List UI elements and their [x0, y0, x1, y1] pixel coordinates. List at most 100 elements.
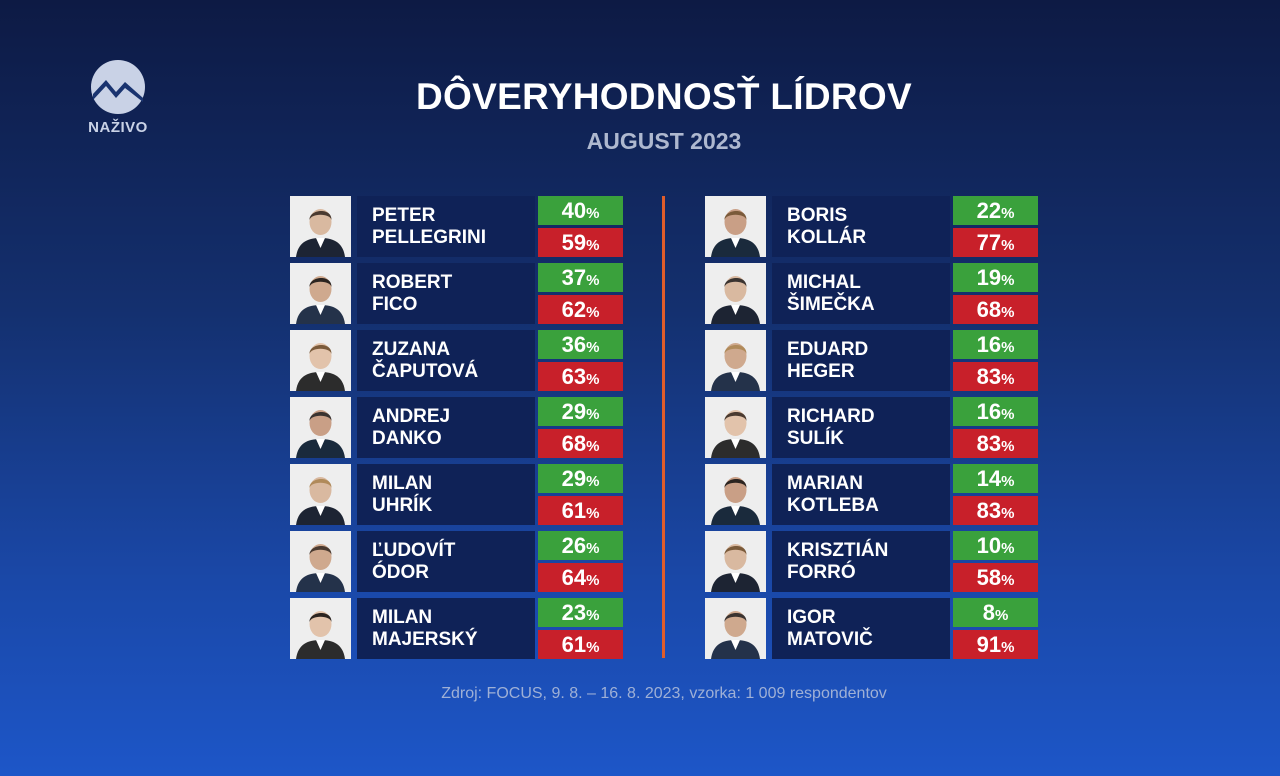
leader-name: ANDREJ DANKO — [372, 406, 450, 450]
trust-value-unit: % — [586, 540, 600, 557]
portrait-icon — [290, 464, 351, 525]
leader-row: ZUZANA ČAPUTOVÁ 36% 63% — [290, 330, 623, 391]
portrait-icon — [290, 397, 351, 458]
distrust-value: 91% — [953, 630, 1038, 659]
trust-value-unit: % — [586, 406, 600, 423]
distrust-value: 83% — [953, 496, 1038, 525]
distrust-value: 61% — [538, 630, 623, 659]
leader-last-name: UHRÍK — [372, 495, 433, 516]
leader-photo — [290, 598, 351, 659]
distrust-value-unit: % — [1001, 237, 1015, 254]
leader-first-name: MARIAN — [787, 473, 863, 494]
distrust-value-number: 61 — [561, 632, 587, 657]
distrust-value-unit: % — [1001, 371, 1015, 388]
leader-first-name: ZUZANA — [372, 339, 451, 360]
trust-value-number: 29 — [561, 466, 587, 491]
distrust-value-unit: % — [586, 371, 600, 388]
distrust-value-unit: % — [586, 505, 600, 522]
left-column: PETER PELLEGRINI 40% 59% ROBERT FICO 37% 62% ZUZ… — [290, 196, 623, 665]
trust-value-number: 23 — [561, 600, 587, 625]
chart-subtitle: AUGUST 2023 — [586, 128, 742, 154]
source-note: Zdroj: FOCUS, 9. 8. – 16. 8. 2023, vzork… — [441, 685, 887, 702]
portrait-icon — [290, 263, 351, 324]
leader-name: ĽUDOVÍT ÓDOR — [372, 540, 455, 584]
leader-row: RICHARD SULÍK 16% 83% — [705, 397, 1038, 458]
leader-photo — [705, 196, 766, 257]
trust-value-number: 29 — [561, 399, 587, 424]
station-logo: NAŽIVO — [82, 58, 154, 136]
leader-name: BORIS KOLLÁR — [787, 205, 866, 249]
trust-value-unit: % — [1001, 339, 1015, 356]
leader-name: EDUARD HEGER — [787, 339, 868, 383]
trust-value-number: 37 — [561, 265, 587, 290]
trust-value: 22% — [953, 196, 1038, 225]
leader-first-name: KRISZTIÁN — [787, 540, 889, 561]
leader-name: IGOR MATOVIČ — [787, 607, 873, 651]
leader-name-box: ĽUDOVÍT ÓDOR — [357, 531, 535, 592]
leader-name: ZUZANA ČAPUTOVÁ — [372, 339, 478, 383]
trust-value-unit: % — [586, 272, 600, 289]
leader-photo — [290, 464, 351, 525]
leader-row: IGOR MATOVIČ 8% 91% — [705, 598, 1038, 659]
distrust-value-number: 64 — [561, 565, 587, 590]
distrust-value-unit: % — [586, 572, 600, 589]
leader-name-box: IGOR MATOVIČ — [772, 598, 950, 659]
leader-last-name: ČAPUTOVÁ — [372, 361, 479, 382]
leader-name: MARIAN KOTLEBA — [787, 473, 879, 517]
leader-last-name: HEGER — [787, 361, 855, 382]
portrait-icon — [705, 263, 766, 324]
leader-row: MILAN MAJERSKÝ 23% 61% — [290, 598, 623, 659]
trust-value-number: 36 — [561, 332, 587, 357]
trust-value: 23% — [538, 598, 623, 627]
distrust-value: 59% — [538, 228, 623, 257]
mountain-logo-icon — [91, 60, 145, 114]
leader-row: EDUARD HEGER 16% 83% — [705, 330, 1038, 391]
trust-value-number: 10 — [976, 533, 1002, 558]
leader-first-name: MICHAL — [787, 272, 861, 293]
distrust-value-number: 61 — [561, 498, 587, 523]
distrust-value: 58% — [953, 563, 1038, 592]
trust-value-number: 22 — [976, 198, 1002, 223]
leader-first-name: RICHARD — [787, 406, 875, 427]
trust-value: 8% — [953, 598, 1038, 627]
right-column: BORIS KOLLÁR 22% 77% MICHAL ŠIMEČKA 19% 68% EDUA… — [705, 196, 1038, 665]
leader-first-name: ANDREJ — [372, 406, 451, 427]
trust-value-number: 26 — [561, 533, 587, 558]
trust-value-unit: % — [1001, 272, 1015, 289]
leader-name-box: EDUARD HEGER — [772, 330, 950, 391]
leader-row: MICHAL ŠIMEČKA 19% 68% — [705, 263, 1038, 324]
portrait-icon — [705, 196, 766, 257]
leader-name-box: MICHAL ŠIMEČKA — [772, 263, 950, 324]
trust-value-number: 19 — [976, 265, 1002, 290]
leader-row: BORIS KOLLÁR 22% 77% — [705, 196, 1038, 257]
trust-value-unit: % — [1001, 205, 1015, 222]
leader-name: KRISZTIÁN FORRÓ — [787, 540, 888, 584]
leader-row: ANDREJ DANKO 29% 68% — [290, 397, 623, 458]
leader-last-name: PELLEGRINI — [372, 227, 487, 248]
leader-photo — [705, 397, 766, 458]
distrust-value-unit: % — [1001, 505, 1015, 522]
trust-value: 16% — [953, 330, 1038, 359]
leader-last-name: KOLLÁR — [787, 227, 867, 248]
leader-photo — [705, 598, 766, 659]
trust-value-number: 8 — [982, 600, 995, 625]
leader-row: ROBERT FICO 37% 62% — [290, 263, 623, 324]
leader-row: KRISZTIÁN FORRÓ 10% 58% — [705, 531, 1038, 592]
leader-photo — [290, 531, 351, 592]
distrust-value: 83% — [953, 362, 1038, 391]
leader-name: ROBERT FICO — [372, 272, 452, 316]
portrait-icon — [705, 330, 766, 391]
distrust-value-unit: % — [586, 237, 600, 254]
trust-value: 40% — [538, 196, 623, 225]
distrust-value-number: 91 — [976, 632, 1002, 657]
trust-value-unit: % — [586, 607, 600, 624]
distrust-value: 63% — [538, 362, 623, 391]
distrust-value: 61% — [538, 496, 623, 525]
leader-first-name: MILAN — [372, 473, 433, 494]
trust-value-unit: % — [586, 473, 600, 490]
leader-name: MICHAL ŠIMEČKA — [787, 272, 875, 316]
trust-value-unit: % — [1001, 473, 1015, 490]
distrust-value: 62% — [538, 295, 623, 324]
leader-name-box: RICHARD SULÍK — [772, 397, 950, 458]
portrait-icon — [290, 598, 351, 659]
